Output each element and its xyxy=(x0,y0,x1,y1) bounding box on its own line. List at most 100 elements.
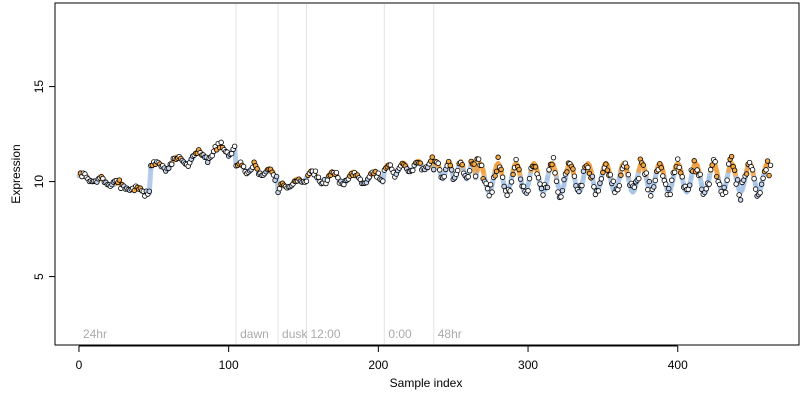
data-point xyxy=(571,167,576,172)
data-point xyxy=(729,154,734,159)
data-point xyxy=(316,175,321,180)
data-point xyxy=(277,186,282,191)
data-point xyxy=(704,187,709,192)
data-point xyxy=(669,178,674,183)
data-point xyxy=(169,162,174,167)
data-point xyxy=(668,192,673,197)
data-point xyxy=(505,193,510,198)
data-point xyxy=(759,182,764,187)
data-point xyxy=(431,167,436,172)
x-axis-label: Sample index xyxy=(390,376,463,390)
data-point xyxy=(536,176,541,181)
data-point xyxy=(666,186,671,191)
data-point xyxy=(653,178,658,183)
data-point xyxy=(554,179,559,184)
data-point xyxy=(767,173,772,178)
data-point xyxy=(590,174,595,179)
data-point xyxy=(601,170,606,175)
data-point xyxy=(651,185,656,190)
data-point xyxy=(637,176,642,181)
data-point xyxy=(410,168,415,173)
data-point xyxy=(565,170,570,175)
data-point xyxy=(467,169,472,174)
data-point xyxy=(436,161,441,166)
data-point xyxy=(753,187,758,192)
x-tick-label: 400 xyxy=(668,358,688,372)
data-point xyxy=(649,194,654,199)
data-point xyxy=(707,182,712,187)
y-tick-label: 10 xyxy=(32,175,46,189)
data-point xyxy=(732,168,737,173)
data-point xyxy=(577,189,582,194)
region-label-4: 0:00 xyxy=(388,327,412,341)
data-point xyxy=(687,183,692,188)
data-point xyxy=(550,162,555,167)
data-point xyxy=(708,167,713,172)
data-point xyxy=(553,171,558,176)
data-point xyxy=(605,168,610,173)
data-point xyxy=(632,185,637,190)
data-point xyxy=(502,184,507,189)
data-point xyxy=(598,181,603,186)
data-point xyxy=(723,190,728,195)
data-point xyxy=(692,158,697,163)
x-tick-label: 300 xyxy=(518,358,538,372)
data-point xyxy=(617,183,622,188)
data-point xyxy=(117,178,122,183)
y-tick-label: 5 xyxy=(32,273,46,280)
region-label-3: 12:00 xyxy=(310,327,340,341)
data-point xyxy=(750,168,755,173)
data-point xyxy=(494,169,499,174)
data-point xyxy=(752,176,757,181)
data-point xyxy=(514,157,519,162)
data-point xyxy=(735,178,740,183)
x-tick-label: 0 xyxy=(76,358,83,372)
data-point xyxy=(644,171,649,176)
data-point xyxy=(680,174,685,179)
data-point xyxy=(442,174,447,179)
data-point xyxy=(547,167,552,172)
data-point xyxy=(418,161,423,166)
data-point xyxy=(448,163,453,168)
data-point xyxy=(659,165,664,170)
data-point xyxy=(619,173,624,178)
x-tick-label: 200 xyxy=(368,358,388,372)
data-point xyxy=(545,185,550,190)
data-point xyxy=(511,172,516,177)
data-point xyxy=(556,190,561,195)
data-point xyxy=(430,155,435,160)
data-point xyxy=(455,168,460,173)
data-point xyxy=(500,175,505,180)
data-point xyxy=(381,179,386,184)
data-point xyxy=(232,144,237,149)
data-point xyxy=(560,188,565,193)
data-point xyxy=(533,165,538,170)
data-point xyxy=(599,177,604,182)
data-points xyxy=(78,140,773,202)
data-point xyxy=(147,189,152,194)
data-point xyxy=(572,174,577,179)
data-point xyxy=(765,159,770,164)
data-point xyxy=(499,167,504,172)
data-point xyxy=(641,163,646,168)
data-point xyxy=(479,163,484,168)
y-tick-label: 15 xyxy=(32,80,46,94)
data-point xyxy=(738,198,743,203)
data-point xyxy=(698,172,703,177)
data-point xyxy=(726,162,731,167)
data-point xyxy=(714,174,719,179)
data-point xyxy=(538,182,543,187)
data-point xyxy=(608,173,613,178)
data-point xyxy=(663,182,668,187)
region-label-2: dusk xyxy=(282,327,308,341)
data-point xyxy=(219,140,224,145)
data-point xyxy=(737,193,742,198)
data-point xyxy=(672,170,677,175)
data-point xyxy=(484,181,489,186)
data-point xyxy=(460,162,465,167)
data-point xyxy=(713,159,718,164)
